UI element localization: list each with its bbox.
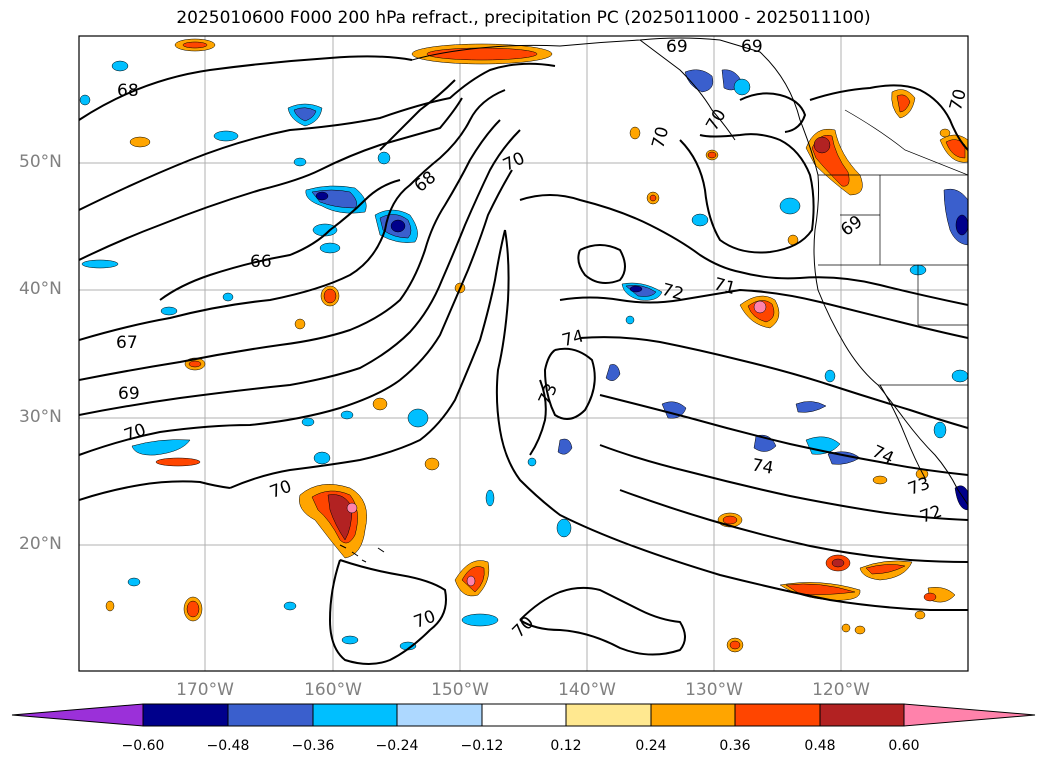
contour-68-inner <box>379 79 456 151</box>
positive-patch-gulf-of-alaska <box>411 43 553 65</box>
canada-coastal-inlet <box>639 39 736 141</box>
contour-71 <box>519 194 968 306</box>
colorbar-bin <box>734 703 821 727</box>
negative-patch-central-north <box>287 103 418 243</box>
contour-label: 66 <box>250 252 272 272</box>
contour-label: 69 <box>666 37 688 57</box>
positive-patch-north-of-hawaii-2 <box>454 560 490 597</box>
lon-label: 150°W <box>431 680 489 700</box>
contour-label: 69 <box>741 37 763 57</box>
contour-72-outer <box>495 229 968 611</box>
colorbar-tick-label: −0.36 <box>291 738 335 754</box>
contour-70-se <box>519 586 686 656</box>
contour-74-east <box>599 394 968 476</box>
colorbar-bin <box>312 703 398 727</box>
lat-label: 50°N <box>19 152 62 172</box>
colorbar-bin <box>396 703 483 727</box>
contour-69 <box>79 119 501 381</box>
contour-label: 69 <box>118 384 140 404</box>
colorbar-tick-label: 0.60 <box>888 738 920 754</box>
colorbar-bin <box>142 703 229 727</box>
contour-70-canada <box>809 84 968 151</box>
colorbar-tick-label: 0.36 <box>719 738 751 754</box>
contour-72-east <box>619 489 968 563</box>
positive-patch-hawaii <box>299 484 367 559</box>
contour-73-top <box>579 336 968 429</box>
negative-patch-east-central <box>557 69 968 511</box>
contour-73 <box>529 379 547 456</box>
colorbar-bin <box>565 703 652 727</box>
colorbar-tick-label: −0.24 <box>375 738 419 754</box>
map-frame <box>78 35 969 672</box>
hawaiian-islands <box>339 544 385 563</box>
lat-label: 40°N <box>19 279 62 299</box>
contour-70-far-west <box>79 480 231 501</box>
lon-label: 130°W <box>685 680 743 700</box>
map-plot-area: 68 69 69 70 70 68 70 69 70 66 72 71 67 7… <box>79 36 971 671</box>
contour-73-east <box>599 444 968 521</box>
lat-label: 20°N <box>19 534 62 554</box>
lon-label: 170°W <box>176 680 234 700</box>
contour-68-north <box>79 55 413 121</box>
lat-label: 30°N <box>19 407 62 427</box>
baja-california <box>879 384 926 479</box>
contour-68 <box>79 62 556 211</box>
colorbar-tick-label: −0.12 <box>460 738 504 754</box>
contour-66 <box>159 179 401 301</box>
colorbar-tick-label: −0.48 <box>206 738 250 754</box>
colorbar <box>11 703 1036 727</box>
precipitation-anomalies <box>79 38 968 653</box>
contour-67-outer <box>79 97 463 261</box>
contour-69-ne <box>739 92 806 133</box>
colorbar-bin <box>227 703 314 727</box>
contour-label: 74 <box>750 455 775 478</box>
contour-70-west <box>79 129 521 416</box>
positive-patch-pacific-northwest <box>805 128 863 196</box>
lon-label: 140°W <box>558 680 616 700</box>
colorbar-bin <box>650 703 736 727</box>
map-title: 2025010600 F000 200 hPa refract., precip… <box>176 8 871 28</box>
contour-70-south <box>229 229 506 489</box>
colorbar-bin <box>819 703 905 727</box>
lon-label: 120°W <box>812 680 870 700</box>
contour-70-hawaii <box>329 559 447 665</box>
contour-74 <box>544 347 596 420</box>
colorbar-bin <box>481 703 567 727</box>
contour-70-mid <box>79 169 513 456</box>
refractivity-contours <box>79 55 968 665</box>
contour-label: 70 <box>946 87 971 113</box>
positive-patch-california <box>739 295 780 329</box>
colorbar-tick-label: 0.24 <box>635 738 667 754</box>
contour-ridge <box>577 244 626 285</box>
contour-72 <box>559 289 968 339</box>
colorbar-tick-label: 0.12 <box>550 738 582 754</box>
colorbar-extend-low <box>11 703 144 727</box>
positive-patch-southeast <box>779 554 956 603</box>
contour-67 <box>79 89 506 341</box>
state-borders <box>818 109 968 386</box>
colorbar-tick-label: −0.60 <box>121 738 165 754</box>
colorbar-tick-label: 0.48 <box>804 738 836 754</box>
contour-label: 68 <box>117 81 139 101</box>
lon-label: 160°W <box>304 680 362 700</box>
positive-patch-misc-core <box>155 41 937 650</box>
colorbar-extend-high <box>903 703 1036 727</box>
contour-69-bc <box>679 133 815 254</box>
contour-label: 67 <box>116 333 138 353</box>
